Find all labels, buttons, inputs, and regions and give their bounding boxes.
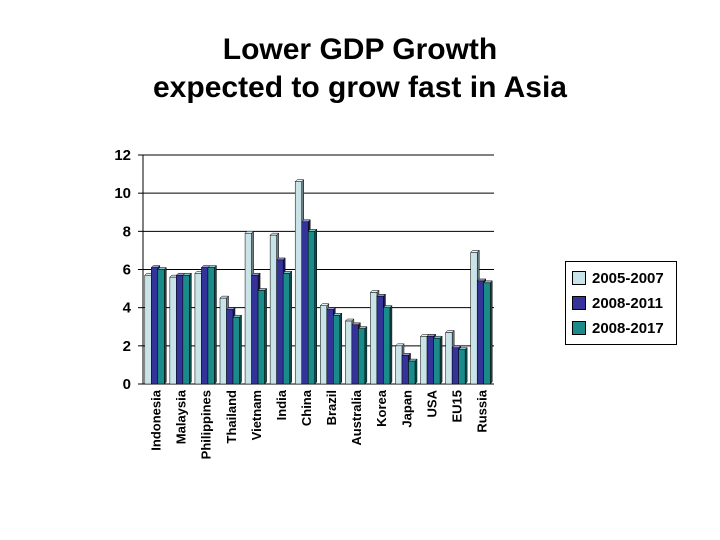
legend-swatch-series-1 <box>572 296 586 310</box>
bar-thailand-2008-2017 <box>232 316 240 385</box>
legend-label-series-2: 2008-2017 <box>592 319 664 337</box>
bar-side-12-2 <box>464 347 468 385</box>
bar-vietnam-2008-2017 <box>257 290 265 385</box>
bar-japan-2008-2011 <box>401 355 409 385</box>
y-tick-label-4: 8 <box>123 223 131 240</box>
chart-title-line-2: expected to grow fast in Asia <box>153 71 567 104</box>
x-tick-label-5: India <box>274 389 289 420</box>
bar-side-4-2 <box>264 287 267 385</box>
chart-title-line-1: Lower GDP Growth <box>222 33 498 66</box>
bar-thailand-2005-2007 <box>219 297 227 385</box>
bar-brazil-2005-2007 <box>320 305 328 385</box>
bar-malaysia-2008-2011 <box>176 274 184 385</box>
bar-usa-2008-2011 <box>426 336 434 385</box>
x-tick-label-2: Philippines <box>199 390 214 459</box>
bar-brazil-2008-2011 <box>326 309 334 385</box>
bar-side-5-2 <box>289 270 292 385</box>
bar-australia-2008-2017 <box>358 328 366 385</box>
chart-legend: 2005-2007 2008-2011 2008-2017 <box>565 261 677 345</box>
bar-philippines-2008-2011 <box>201 267 209 385</box>
y-tick-label-6: 12 <box>114 147 131 164</box>
bar-eu15-2008-2011 <box>451 347 459 385</box>
bar-usa-2005-2007 <box>420 336 428 385</box>
bar-side-9-2 <box>389 305 393 385</box>
legend-swatch-series-2 <box>572 321 586 335</box>
y-tick-label-1: 2 <box>123 338 131 355</box>
bar-side-0-2 <box>164 266 167 385</box>
bar-indonesia-2005-2007 <box>144 274 152 385</box>
bar-side-13-2 <box>489 280 493 385</box>
legend-label-series-0: 2005-2007 <box>592 269 664 287</box>
legend-label-series-1: 2008-2011 <box>592 294 663 312</box>
legend-item-series-2: 2008-2017 <box>572 318 664 338</box>
bar-side-11-2 <box>439 335 443 385</box>
y-tick-label-2: 4 <box>123 300 132 317</box>
x-tick-label-13: Russia <box>474 389 489 432</box>
bar-russia-2008-2017 <box>483 282 491 385</box>
bar-eu15-2008-2017 <box>458 349 466 385</box>
bar-australia-2005-2007 <box>345 320 353 385</box>
bar-korea-2008-2011 <box>376 295 384 385</box>
bar-korea-2008-2017 <box>383 307 391 385</box>
x-tick-label-10: Japan <box>399 390 414 428</box>
legend-item-series-0: 2005-2007 <box>572 268 664 288</box>
legend-item-series-1: 2008-2011 <box>572 293 663 313</box>
bar-brazil-2008-2017 <box>333 315 341 385</box>
bar-philippines-2008-2017 <box>207 267 215 385</box>
bar-china-2005-2007 <box>294 181 302 385</box>
bar-side-8-2 <box>364 326 368 385</box>
x-tick-label-0: Indonesia <box>149 389 164 450</box>
bar-australia-2008-2011 <box>351 324 359 385</box>
bar-india-2005-2007 <box>269 234 277 385</box>
x-tick-label-11: USA <box>424 389 439 417</box>
bar-side-7-2 <box>339 312 343 385</box>
x-tick-label-12: EU15 <box>449 390 464 423</box>
x-tick-label-8: Australia <box>349 389 364 445</box>
bar-indonesia-2008-2017 <box>157 269 165 385</box>
x-tick-label-7: Brazil <box>324 390 339 425</box>
bar-india-2008-2011 <box>276 259 284 385</box>
bar-side-2-2 <box>214 264 217 385</box>
bar-side-1-2 <box>189 272 192 385</box>
bar-russia-2008-2011 <box>476 280 484 385</box>
x-tick-label-4: Vietnam <box>249 390 264 440</box>
bar-malaysia-2008-2017 <box>182 274 190 385</box>
x-tick-label-1: Malaysia <box>174 389 189 444</box>
bar-side-3-2 <box>239 314 242 385</box>
x-tick-label-9: Korea <box>374 389 389 427</box>
x-tick-label-3: Thailand <box>224 390 239 444</box>
bar-eu15-2005-2007 <box>445 332 453 385</box>
bar-japan-2005-2007 <box>395 345 403 385</box>
bar-vietnam-2008-2011 <box>251 274 259 385</box>
legend-swatch-series-0 <box>572 271 586 285</box>
y-tick-label-0: 0 <box>123 376 131 393</box>
bar-philippines-2005-2007 <box>194 273 202 385</box>
bar-side-6-2 <box>314 228 317 385</box>
bar-thailand-2008-2011 <box>226 309 234 385</box>
bar-indonesia-2008-2011 <box>151 267 159 385</box>
y-tick-label-5: 10 <box>114 185 131 202</box>
bar-vietnam-2005-2007 <box>244 232 252 385</box>
bar-china-2008-2011 <box>301 221 309 385</box>
bar-korea-2005-2007 <box>370 292 378 385</box>
bar-side-10-2 <box>414 358 418 385</box>
bar-china-2008-2017 <box>307 231 315 385</box>
bar-russia-2005-2007 <box>470 252 478 385</box>
bar-japan-2008-2017 <box>408 360 416 385</box>
y-tick-label-3: 6 <box>123 262 131 279</box>
bar-usa-2008-2017 <box>433 337 441 385</box>
x-tick-label-6: China <box>299 389 314 426</box>
bar-malaysia-2005-2007 <box>169 276 177 385</box>
bar-india-2008-2017 <box>282 273 290 385</box>
